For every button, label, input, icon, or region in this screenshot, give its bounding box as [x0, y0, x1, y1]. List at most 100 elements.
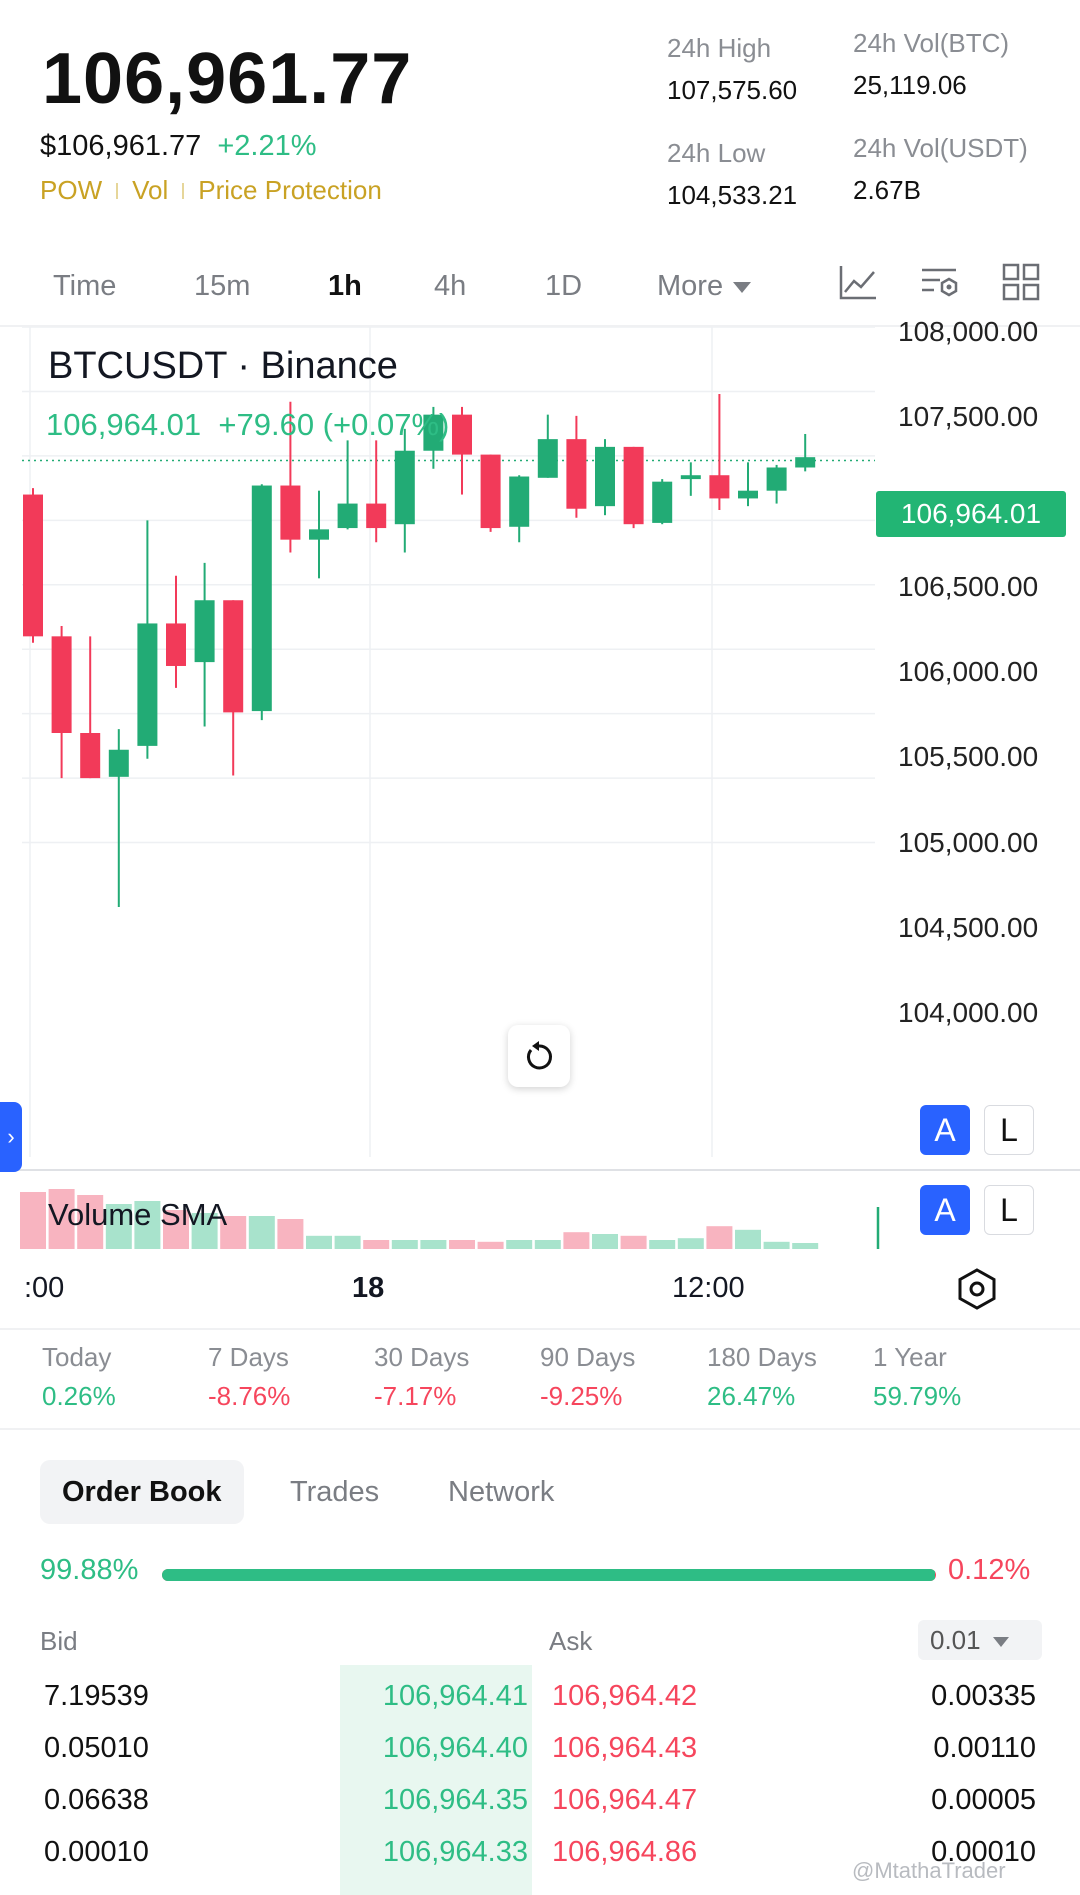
perf-value: -9.25% [540, 1381, 623, 1411]
chart-grid [0, 327, 1080, 1171]
high-label: 24h High [667, 33, 772, 63]
section-divider [0, 1328, 1080, 1330]
volume-bars [20, 1189, 880, 1249]
candle-body [480, 454, 501, 529]
bid-price: 106,964.35 [382, 1784, 528, 1816]
y-tick: 107,500.00 [898, 401, 1039, 432]
x-tick: 12:00 [672, 1272, 745, 1304]
ticker-header: 106,961.77 $106,961.77 +2.21% POW Vol Pr… [0, 0, 1080, 230]
tab-1d[interactable]: 1D [545, 270, 583, 302]
ask-qty: 0.00010 [931, 1836, 1036, 1868]
price-subline: $106,961.77 +2.21% [40, 130, 317, 163]
bid-ratio: 99.88% [40, 1554, 139, 1586]
usd-price: $106,961.77 [40, 130, 202, 162]
orderbook-row[interactable]: 0.00010 106,964.33 106,964.86 0.00010 [0, 1836, 1080, 1888]
volume-bar [677, 1238, 704, 1249]
caret-down-icon [992, 1637, 1009, 1648]
tab-more[interactable]: More [657, 270, 752, 303]
volume-bar [620, 1235, 647, 1249]
chart-settings-icon[interactable] [920, 262, 960, 302]
perf-value: 26.47% [707, 1381, 796, 1411]
settings-hex-icon[interactable] [955, 1267, 999, 1311]
candle-body [23, 494, 43, 637]
volume-auto-scale-button[interactable]: A [920, 1185, 970, 1235]
chart-info-line: 106,964.01 +79.60 (+0.07%) [46, 407, 449, 443]
bid-price: 106,964.41 [382, 1680, 528, 1712]
x-tick: :00 [24, 1272, 65, 1304]
volume-bar [506, 1240, 533, 1249]
price-chart[interactable]: BTCUSDT · Binance 106,964.01 +79.60 (+0.… [0, 316, 1080, 1327]
tab-order-book[interactable]: Order Book [40, 1460, 244, 1524]
tag-vol[interactable]: Vol [132, 175, 169, 205]
tabs-divider [0, 325, 1080, 327]
section-divider [0, 1428, 1080, 1430]
candle-body [223, 600, 244, 713]
candle-body [709, 475, 730, 499]
y-tick: 105,500.00 [898, 741, 1039, 772]
candle-body [366, 503, 387, 529]
candle-body [309, 529, 329, 540]
perf-30d: 30 Days -7.17% [374, 1342, 469, 1412]
tag-divider [182, 182, 185, 199]
volume-bar [534, 1240, 561, 1249]
expand-chevron-icon[interactable]: › [0, 1102, 22, 1172]
price-change-pct: +2.21% [217, 130, 317, 162]
coin-tags: POW Vol Price Protection [40, 175, 382, 206]
volume-indicator-label: Volume SMA [48, 1197, 228, 1232]
orderbook-row[interactable]: 7.19539 106,964.41 106,964.42 0.00335 [0, 1680, 1080, 1732]
tab-4h[interactable]: 4h [434, 270, 467, 302]
log-scale-button[interactable]: L [984, 1105, 1034, 1155]
ask-qty: 0.00335 [931, 1680, 1036, 1712]
volume-bar [134, 1201, 161, 1249]
tab-15m[interactable]: 15m [194, 270, 251, 302]
volume-log-scale-button[interactable]: L [984, 1185, 1034, 1235]
y-tick: 106,500.00 [898, 571, 1039, 602]
volume-bar [649, 1240, 676, 1249]
orderbook-row[interactable]: 0.05010 106,964.40 106,964.43 0.00110 [0, 1732, 1080, 1784]
perf-value: -8.76% [208, 1381, 291, 1411]
volume-bar [220, 1216, 247, 1249]
volume-bar [763, 1241, 790, 1249]
tag-price-protection[interactable]: Price Protection [198, 175, 382, 205]
tab-time[interactable]: Time [53, 270, 117, 302]
candle-body [738, 490, 758, 499]
precision-select[interactable]: 0.01 [918, 1620, 1042, 1660]
volume-bar [477, 1241, 504, 1249]
candle-body [452, 414, 472, 455]
candle-body [595, 446, 615, 507]
bid-price: 106,964.33 [382, 1836, 528, 1868]
candle-body [795, 457, 816, 468]
indicator-chart-icon[interactable] [838, 262, 878, 302]
watermark: @MtathaTrader [852, 1858, 1006, 1883]
reset-icon [527, 1041, 552, 1070]
tag-pow[interactable]: POW [40, 175, 103, 205]
volume-bar [105, 1204, 132, 1249]
tag-divider [116, 182, 119, 199]
candlestick-chart[interactable] [0, 327, 1080, 1327]
orderbook-row[interactable]: 0.06638 106,964.35 106,964.47 0.00005 [0, 1784, 1080, 1836]
volume-bar [306, 1235, 332, 1249]
candle-body [652, 481, 673, 523]
volume-bar [706, 1226, 733, 1249]
bid-qty: 0.05010 [44, 1732, 149, 1764]
grid-layout-icon[interactable] [1001, 262, 1041, 302]
y-tick: 105,000.00 [898, 827, 1039, 858]
volume-bar [77, 1195, 104, 1249]
tab-1h[interactable]: 1h [328, 270, 362, 302]
volume-bar [191, 1213, 218, 1249]
reset-chart-button[interactable] [508, 1025, 570, 1087]
auto-scale-button[interactable]: A [920, 1105, 970, 1155]
candles [23, 394, 816, 907]
low-value: 104,533.21 [667, 180, 798, 210]
tab-network[interactable]: Network [448, 1476, 555, 1508]
tab-trades[interactable]: Trades [290, 1476, 380, 1508]
last-price-tag: 106,964.01 [876, 491, 1066, 537]
ask-ratio: 0.12% [948, 1554, 1031, 1586]
volume-bar [248, 1216, 275, 1249]
precision-value: 0.01 [930, 1625, 981, 1655]
tab-more-label: More [657, 270, 724, 302]
volume-bar [391, 1240, 418, 1249]
y-tick: 104,000.00 [898, 997, 1039, 1028]
volume-bar [449, 1240, 475, 1249]
candle-body [509, 476, 530, 527]
